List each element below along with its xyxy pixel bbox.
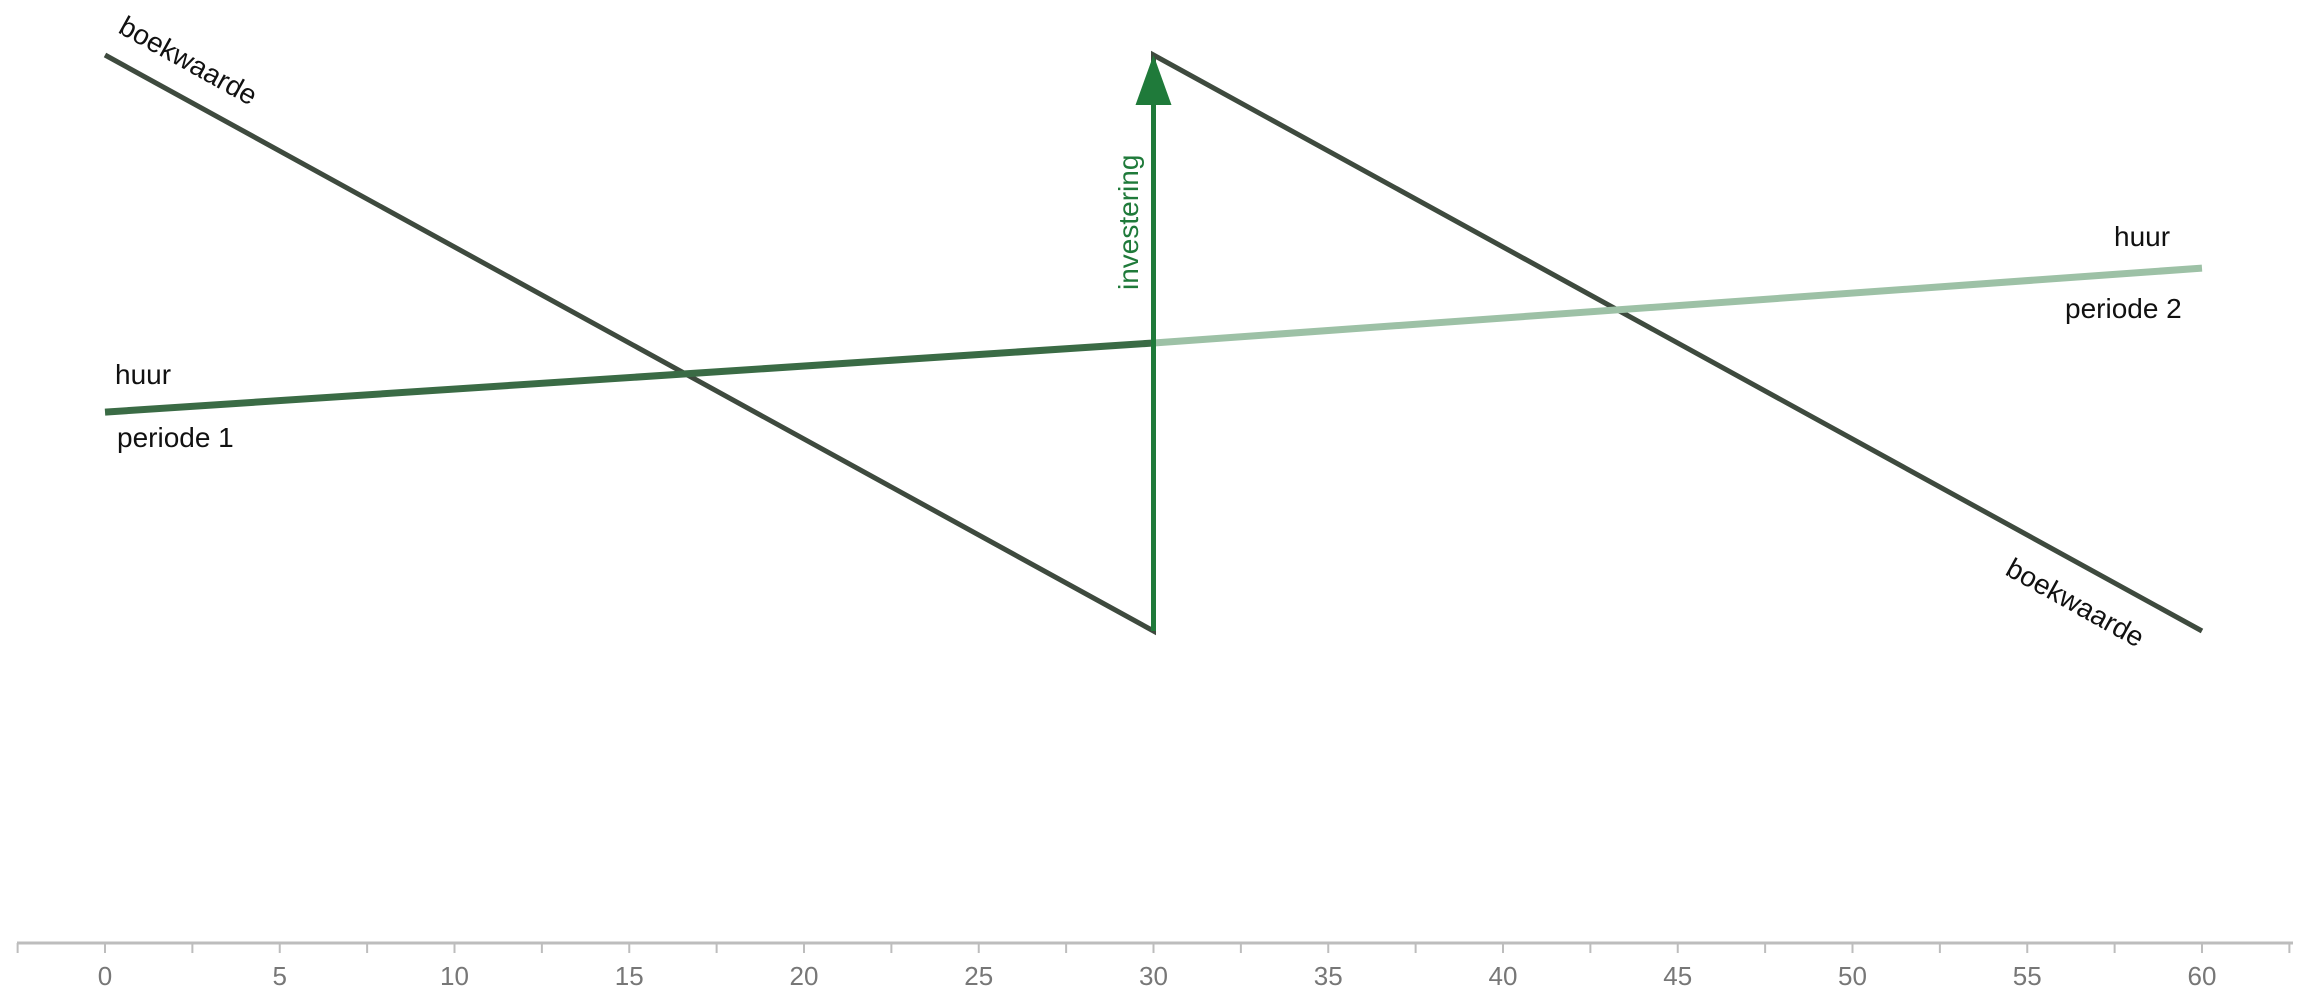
label-huur-periode-2: huur xyxy=(2114,221,2170,252)
x-tick-label: 15 xyxy=(615,961,644,991)
x-tick-label: 40 xyxy=(1489,961,1518,991)
investering-arrow-head xyxy=(1135,55,1172,105)
series-line-rent-period-2 xyxy=(1153,264,2203,347)
investering-arrow xyxy=(1135,55,1172,631)
label-periode-1: periode 1 xyxy=(117,422,234,453)
x-axis-ticks: 0 5 10 15 20 25 30 35 40 45 50 55 60 xyxy=(16,943,2291,991)
x-tick-label: 55 xyxy=(2013,961,2042,991)
x-tick-label: 35 xyxy=(1314,961,1343,991)
x-tick-label: 25 xyxy=(964,961,993,991)
label-huur-periode-1: huur xyxy=(115,359,171,390)
x-tick-label: 10 xyxy=(440,961,469,991)
x-axis: 0 5 10 15 20 25 30 35 40 45 50 55 60 xyxy=(16,941,2293,991)
x-tick-label: 0 xyxy=(98,961,112,991)
x-tick-label: 20 xyxy=(790,961,819,991)
series-line-rent-period-1 xyxy=(104,339,1154,416)
label-investering: investering xyxy=(1113,155,1144,290)
x-tick-label: 5 xyxy=(273,961,287,991)
label-boekwaarde-start: boekwaarde xyxy=(114,10,262,111)
label-periode-2: periode 2 xyxy=(2065,293,2182,324)
label-boekwaarde-end: boekwaarde xyxy=(2001,552,2149,653)
x-tick-label: 60 xyxy=(2188,961,2217,991)
x-tick-label: 50 xyxy=(1838,961,1867,991)
x-tick-label: 30 xyxy=(1139,961,1168,991)
x-tick-label: 45 xyxy=(1663,961,1692,991)
